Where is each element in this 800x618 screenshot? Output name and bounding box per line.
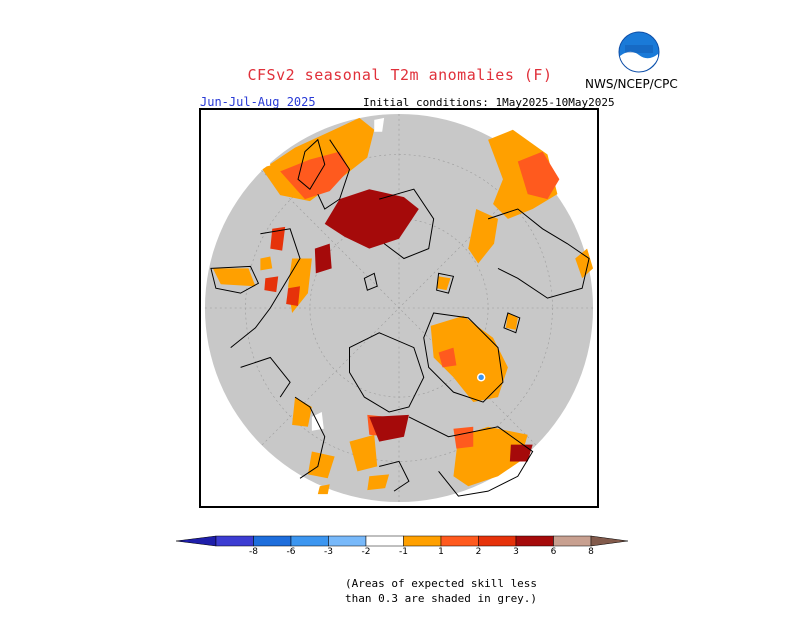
colorbar-tick-label: -1 bbox=[399, 547, 408, 557]
colorbar-tick-label: 3 bbox=[513, 547, 519, 557]
colorbar-tick-label: 6 bbox=[550, 547, 557, 557]
skill-note-line1: (Areas of expected skill less bbox=[345, 577, 538, 590]
polar-map bbox=[199, 108, 599, 508]
skill-note: (Areas of expected skill less than 0.3 a… bbox=[345, 576, 537, 606]
colorbar-tick-label: -8 bbox=[249, 547, 258, 557]
colorbar bbox=[176, 535, 628, 547]
colorbar-segment bbox=[290, 535, 329, 547]
noaa-logo bbox=[618, 31, 660, 73]
colorbar-tick-label: 8 bbox=[588, 547, 594, 557]
colorbar-segment bbox=[403, 535, 442, 547]
colorbar-arrow-low bbox=[176, 535, 217, 547]
cool-anomaly-spot bbox=[476, 373, 486, 382]
colorbar-segment bbox=[553, 535, 592, 547]
anomaly-6-8 bbox=[314, 189, 533, 462]
colorbar-tick-label: -3 bbox=[324, 547, 333, 557]
colorbar-tick-label: 1 bbox=[438, 547, 444, 557]
colorbar-tick-label: -6 bbox=[286, 547, 296, 557]
season-label: Jun-Jul-Aug 2025 bbox=[200, 95, 316, 109]
colorbar-segment bbox=[440, 535, 479, 547]
colorbar-arrow-high bbox=[590, 535, 628, 547]
anomaly-3-6 bbox=[264, 226, 300, 307]
colorbar-segment bbox=[215, 535, 254, 547]
agency-label: NWS/NCEP/CPC bbox=[585, 77, 678, 91]
colorbar-segment bbox=[365, 535, 404, 547]
colorbar-tick-label: -2 bbox=[361, 547, 371, 557]
colorbar-segments bbox=[176, 535, 628, 547]
polar-projection-svg bbox=[204, 113, 594, 503]
skill-note-line2: than 0.3 are shaded in grey.) bbox=[345, 592, 538, 605]
colorbar-segment bbox=[328, 535, 367, 547]
colorbar-segment bbox=[253, 535, 292, 547]
chart-title: CFSv2 seasonal T2m anomalies (F) bbox=[247, 66, 553, 84]
colorbar-segment bbox=[478, 535, 517, 547]
coastlines bbox=[210, 138, 590, 497]
colorbar-segment bbox=[515, 535, 554, 547]
initial-conditions-label: Initial conditions: 1May2025-10May2025 bbox=[363, 96, 615, 109]
colorbar-tick-label: 2 bbox=[475, 547, 482, 557]
